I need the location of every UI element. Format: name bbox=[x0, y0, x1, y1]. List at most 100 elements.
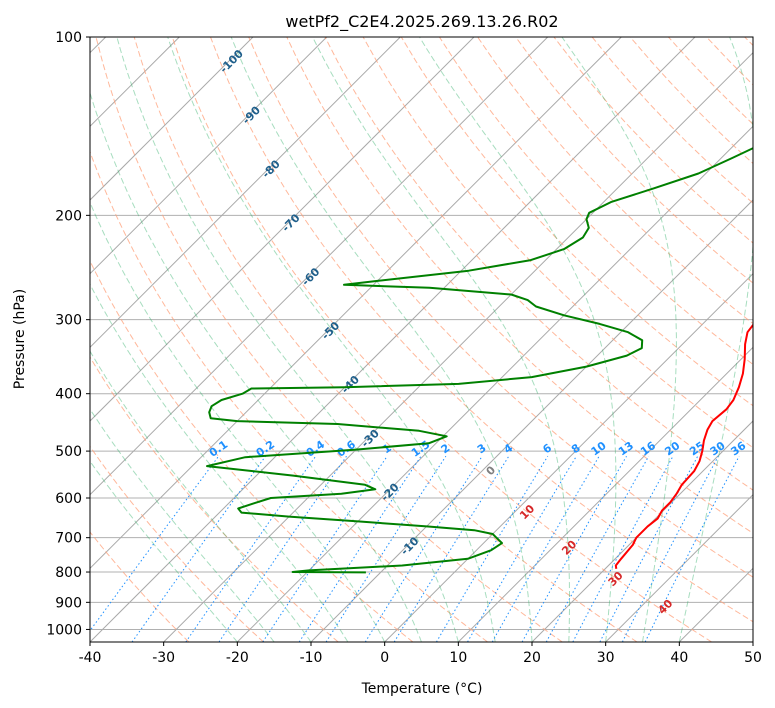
mixing-ratio-line bbox=[262, 455, 388, 642]
mixing-ratio-label: 0.4 bbox=[304, 438, 328, 460]
dry-adiabat-line bbox=[591, 37, 753, 204]
isotherm-line bbox=[531, 420, 753, 642]
isotherm-value-label: 40 bbox=[655, 597, 675, 617]
mixing-ratio-line bbox=[521, 455, 627, 642]
chart-title: wetPf2_C2E4.2025.269.13.26.R02 bbox=[285, 12, 558, 32]
mixing-ratio-label: 30 bbox=[708, 439, 728, 459]
x-tick-label: -30 bbox=[152, 650, 175, 666]
isotherm-temp-label: -40 bbox=[339, 373, 362, 396]
y-tick-label: 100 bbox=[55, 30, 82, 46]
isotherm-line bbox=[90, 37, 328, 275]
moist-adiabat-line bbox=[116, 37, 459, 642]
isotherm-line bbox=[90, 37, 401, 349]
x-tick-label: 20 bbox=[523, 650, 541, 666]
isotherm-temp-label: -80 bbox=[260, 157, 283, 180]
moist-adiabat-line bbox=[90, 201, 386, 642]
dry-adiabat-line bbox=[90, 259, 414, 642]
mixing-ratio-line bbox=[185, 455, 317, 642]
isotherm-line bbox=[384, 272, 753, 642]
mixing-ratio-line bbox=[393, 455, 510, 642]
isotherm-line bbox=[605, 493, 753, 642]
moist-adiabat-line bbox=[90, 408, 275, 642]
mixing-ratio-line bbox=[572, 455, 674, 642]
moist-adiabat-line bbox=[90, 460, 238, 642]
dry-adiabat-line bbox=[515, 37, 753, 284]
x-tick-label: 10 bbox=[449, 650, 467, 666]
dry-adiabat-line bbox=[744, 37, 753, 47]
dry-adiabat-line bbox=[286, 37, 753, 534]
isotherm-line bbox=[90, 37, 254, 201]
y-tick-label: 1000 bbox=[46, 622, 82, 638]
isotherm-line bbox=[310, 199, 753, 642]
mixing-ratio-label: 16 bbox=[638, 439, 658, 459]
mixing-ratio-line bbox=[325, 455, 447, 642]
mixing-ratio-label: 10 bbox=[589, 439, 609, 459]
isotherm-value-label: 20 bbox=[559, 538, 579, 558]
isotherm-temp-label: -90 bbox=[240, 103, 263, 126]
dry-adiabat-line bbox=[133, 37, 638, 642]
y-tick-label: 200 bbox=[55, 208, 82, 224]
isotherm-temp-label: -30 bbox=[359, 427, 382, 450]
y-tick-label: 800 bbox=[55, 565, 82, 581]
isotherm-line bbox=[457, 346, 753, 642]
isotherm-line bbox=[236, 125, 753, 642]
x-tick-label: -10 bbox=[300, 650, 323, 666]
y-tick-label: 700 bbox=[55, 531, 82, 547]
moist-adiabat-line bbox=[678, 37, 753, 642]
dry-adiabat-line bbox=[171, 37, 712, 642]
grid-lines bbox=[90, 36, 753, 630]
mixing-ratio-line bbox=[131, 455, 267, 642]
y-tick-label: 900 bbox=[55, 595, 82, 611]
temperature-line bbox=[614, 323, 753, 569]
mixing-ratio-label: 0.1 bbox=[207, 438, 230, 460]
dry-adiabat-line bbox=[90, 150, 488, 642]
mixing-ratio-label: 2 bbox=[439, 441, 453, 456]
dry-adiabat-line bbox=[668, 37, 753, 125]
dry-adiabat-line bbox=[438, 37, 753, 366]
isotherm-line bbox=[678, 567, 753, 642]
dry-adiabat-line bbox=[90, 531, 190, 642]
mixing-ratio-line bbox=[467, 455, 577, 642]
dry-adiabat-line bbox=[90, 356, 339, 642]
mixing-ratio-label: 1.5 bbox=[409, 438, 432, 460]
y-tick-label: 600 bbox=[55, 491, 82, 507]
dry-adiabat-line bbox=[248, 37, 753, 578]
isotherm-line bbox=[90, 37, 622, 570]
moist-adiabat-line bbox=[167, 37, 496, 642]
x-tick-label: 30 bbox=[597, 650, 615, 666]
isotherm-temp-label: -70 bbox=[279, 211, 302, 234]
mixing-ratio-label: 1 bbox=[380, 441, 394, 456]
moist-adiabat-line bbox=[90, 350, 312, 642]
dry-adiabat-line bbox=[210, 37, 753, 623]
x-tick-label: 40 bbox=[670, 650, 688, 666]
isotherm-line bbox=[90, 37, 475, 422]
isotherm-value-label: 10 bbox=[517, 502, 537, 522]
mixing-ratio-line bbox=[644, 455, 740, 642]
y-tick-label: 500 bbox=[55, 444, 82, 460]
isotherm-line bbox=[90, 37, 696, 642]
y-tick-label: 300 bbox=[55, 313, 82, 329]
x-axis-label: Temperature (°C) bbox=[361, 681, 483, 697]
mixing-ratio-label: 3 bbox=[475, 441, 489, 456]
dry-adiabat-line bbox=[90, 445, 264, 642]
moist-adiabat-line bbox=[90, 91, 422, 642]
dewpoint-line bbox=[206, 147, 753, 574]
y-tick-label: 400 bbox=[55, 387, 82, 403]
isotherm-temp-label: -20 bbox=[378, 480, 401, 503]
isotherm-line bbox=[90, 37, 549, 496]
mixing-ratio-label: 20 bbox=[662, 439, 682, 459]
isotherm-line bbox=[163, 51, 753, 642]
isotherm-line bbox=[752, 641, 753, 642]
dry-adiabat-line bbox=[553, 37, 753, 244]
x-tick-label: 50 bbox=[744, 650, 762, 666]
moist-adiabat-line bbox=[312, 37, 570, 642]
x-tick-label: -40 bbox=[79, 650, 102, 666]
x-tick-label: -20 bbox=[226, 650, 249, 666]
background-lines bbox=[90, 37, 753, 642]
mixing-ratio-label: 6 bbox=[540, 441, 554, 456]
sounding-series bbox=[206, 147, 753, 574]
mixing-ratio-label: 13 bbox=[616, 439, 636, 458]
mixing-ratio-line bbox=[545, 455, 650, 642]
dry-adiabat-line bbox=[400, 37, 753, 407]
